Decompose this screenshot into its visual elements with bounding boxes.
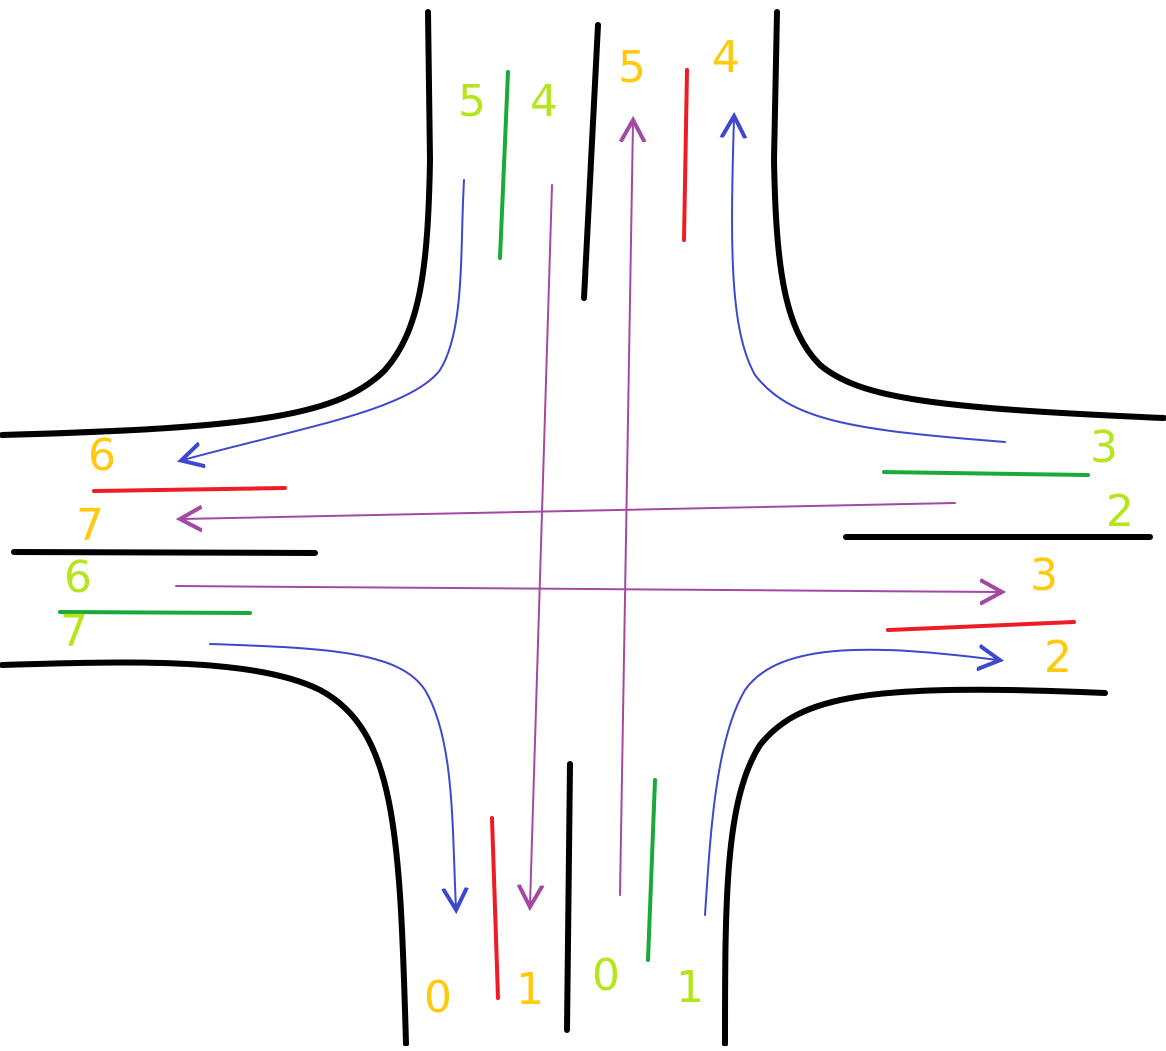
arrow-top-turn-left [183,179,465,460]
road-edge-top-left [0,9,434,438]
label-bottom-right-1: 1 [676,962,704,1013]
lane-divider-bottom [564,761,573,1033]
label-right-bottom-2: 2 [1044,632,1072,683]
turn-arrows [183,118,1006,916]
green-marker-top [498,70,510,260]
arrow-right-to-left [182,502,956,519]
label-left-bottom-7: 7 [60,606,88,657]
red-markers [92,68,1076,1000]
label-top-right-5: 5 [618,42,646,93]
lane-divider-top [581,22,601,301]
lane-divider-left [11,549,318,556]
green-markers [58,70,1090,962]
label-bottom-left-0: 0 [424,972,452,1023]
arrow-right-turn-top [732,118,1006,443]
green-marker-right [882,470,1090,477]
red-marker-bottom [490,816,500,1000]
straight-arrows [175,122,1000,905]
arrow-bottom-turn-right [704,650,998,916]
arrow-bottom-to-top [620,122,633,896]
label-bottom-right-0: 0 [592,950,620,1001]
label-right-top-2: 2 [1106,486,1134,537]
label-top-left-4: 4 [530,76,558,127]
label-top-left-5: 5 [458,76,486,127]
road-edge-bottom-left [0,659,409,1047]
red-marker-right [886,620,1076,632]
label-left-top-7: 7 [76,500,104,551]
red-marker-left [92,486,287,493]
arrow-top-to-bottom [530,184,553,905]
label-right-top-3: 3 [1090,422,1118,473]
arrow-left-to-right [175,586,1000,592]
label-left-bottom-6: 6 [64,552,92,603]
red-marker-top [682,68,689,242]
arrow-left-turn-bottom [209,643,456,908]
road-edge-bottom-right [722,686,1108,1047]
label-top-right-4: 4 [712,32,740,83]
road-edge-top-right [770,9,1166,421]
green-marker-bottom [646,778,657,962]
lane-labels: 5 4 5 4 3 2 3 2 6 7 6 7 0 1 0 1 [60,32,1134,1023]
label-right-bottom-3: 3 [1030,550,1058,601]
label-bottom-left-1: 1 [516,964,544,1015]
green-marker-left [58,610,252,615]
road-edges [0,9,1166,1047]
label-left-top-6: 6 [88,430,116,481]
